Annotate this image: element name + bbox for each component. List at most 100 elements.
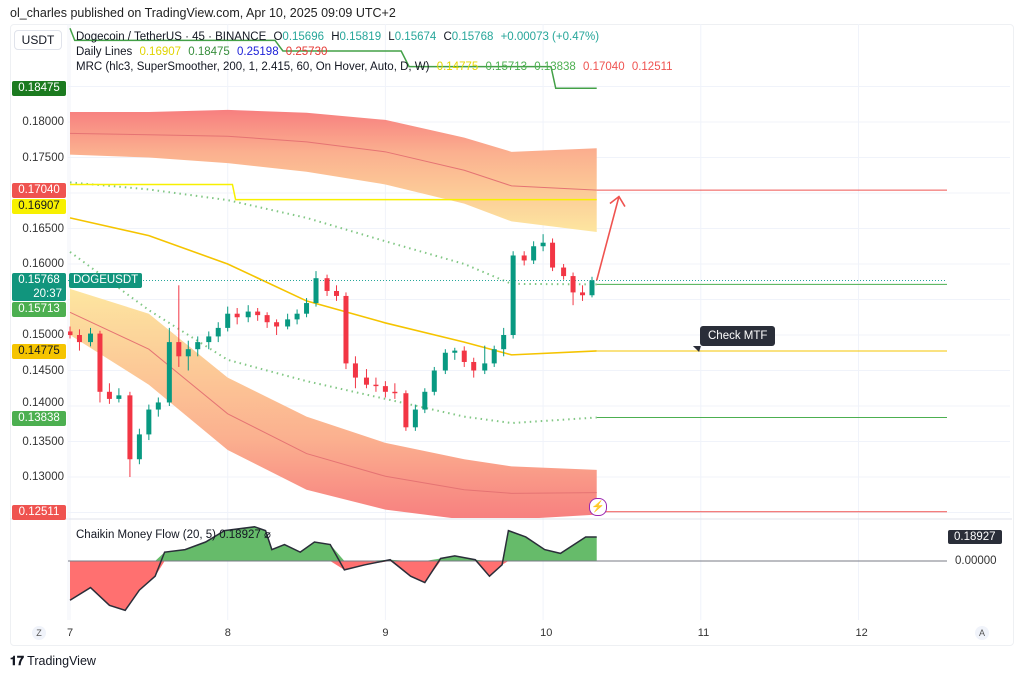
change-value: +0.00073 (+0.47%) xyxy=(500,31,600,43)
mrc-name: MRC (hlc3, SuperSmoother, 200, 1, 2.415,… xyxy=(76,61,430,73)
candle-up xyxy=(146,409,152,435)
daily-lines-value: 0.25730 xyxy=(285,46,328,58)
time-tick: 11 xyxy=(697,627,710,639)
candle-down xyxy=(363,377,369,385)
daily-line-green xyxy=(69,28,597,90)
mrc-legend[interactable]: MRC (hlc3, SuperSmoother, 200, 1, 2.415,… xyxy=(76,61,677,73)
zoom-reset-button[interactable]: Z xyxy=(32,626,46,640)
arrow-head-icon xyxy=(609,195,626,207)
badge-value: 0.14775 xyxy=(18,344,60,357)
candle-down xyxy=(76,335,82,343)
candle-up xyxy=(304,303,310,314)
check-mtf-callout[interactable]: Check MTF xyxy=(700,326,776,346)
cmf-positive-area xyxy=(70,526,597,561)
candle-down xyxy=(264,315,270,323)
low-label: L xyxy=(388,31,395,43)
tv-logo-icon: 𝟏𝟕 xyxy=(10,654,24,668)
cmf-title: Chaikin Money Flow (20, 5) xyxy=(76,529,216,541)
candle-down xyxy=(580,292,586,296)
candle-up xyxy=(510,255,516,335)
time-tick: 10 xyxy=(540,627,553,639)
high-label: H xyxy=(331,31,340,43)
price-tick: 0.13500 xyxy=(22,435,64,448)
cmf-title-value: 0.18927 xyxy=(219,529,261,541)
cmf-current-badge: 0.18927 xyxy=(948,530,1002,544)
price-tick: 0.17500 xyxy=(22,151,64,164)
symbol-legend: Dogecoin / TetherUS · 45 · BINANCE O0.15… xyxy=(76,31,603,43)
candle-down xyxy=(334,290,340,296)
price-badge: 0.13838 xyxy=(12,410,66,426)
candle-down xyxy=(570,276,576,293)
auto-scale-button[interactable]: A xyxy=(975,626,989,640)
candle-down xyxy=(234,313,240,318)
candle-up xyxy=(422,391,428,410)
currency-button[interactable]: USDT xyxy=(14,30,62,50)
price-tick: 0.13000 xyxy=(22,471,64,483)
low-value: 0.15674 xyxy=(394,31,437,43)
candle-down xyxy=(68,331,73,335)
candle-up xyxy=(195,342,201,350)
price-tick: 0.14500 xyxy=(22,364,64,377)
candle-down xyxy=(521,255,527,261)
cmf-legend[interactable]: Chaikin Money Flow (20, 5) 0.18927 ⌀ xyxy=(76,527,271,541)
bar-countdown: 20:37 xyxy=(33,288,62,301)
badge-value: 0.15768 xyxy=(18,274,60,287)
candle-up xyxy=(452,350,458,353)
candle-down xyxy=(176,342,182,357)
daily-lines-name: Daily Lines xyxy=(76,46,133,58)
high-value: 0.15819 xyxy=(339,31,382,43)
lightning-icon[interactable]: ⚡ xyxy=(589,498,607,516)
daily-lines-legend[interactable]: Daily Lines 0.16907 0.18475 0.25198 0.25… xyxy=(76,46,331,58)
price-badge: 0.18475 xyxy=(12,81,66,97)
daily-lines-value: 0.18475 xyxy=(188,46,230,58)
branding-text: TradingView xyxy=(27,654,96,668)
badge-value: 0.17040 xyxy=(18,184,60,197)
badge-value: 0.13838 xyxy=(18,411,60,424)
symbol-tag: DOGEUSDT xyxy=(69,273,143,289)
open-value: 0.15696 xyxy=(282,31,324,43)
candle-up xyxy=(540,242,546,247)
candle-up xyxy=(88,333,94,343)
candle-up xyxy=(136,434,142,460)
hidden-eye-icon[interactable]: ⌀ xyxy=(263,529,271,541)
price-tick: 0.15000 xyxy=(22,329,64,341)
candle-up xyxy=(155,402,161,410)
candle-down xyxy=(255,311,261,316)
mrc-value: 0.14775 xyxy=(436,61,479,73)
candle-up xyxy=(501,335,507,350)
daily-lines-value: 0.25198 xyxy=(237,46,279,58)
daily-lines-value: 0.16907 xyxy=(139,46,182,58)
mrc-value: 0.12511 xyxy=(631,61,673,73)
badge-value: 0.15713 xyxy=(18,303,60,316)
cmf-zero-label: 0.00000 xyxy=(955,555,997,567)
price-badge: 0.12511 xyxy=(12,504,66,520)
candle-down xyxy=(403,393,409,428)
symbol-name[interactable]: Dogecoin / TetherUS · 45 · BINANCE xyxy=(76,31,267,43)
mrc-value: 0.17040 xyxy=(583,61,625,73)
candle-down xyxy=(274,322,280,327)
price-tick: 0.18000 xyxy=(22,116,64,128)
badge-value: 0.12511 xyxy=(18,505,60,518)
badge-value: 0.16907 xyxy=(18,200,60,213)
candle-up xyxy=(215,327,221,337)
mrc-lower-dotted-line xyxy=(69,251,597,425)
candle-up xyxy=(116,395,122,399)
close-value: 0.15768 xyxy=(451,31,494,43)
candle-up xyxy=(491,349,497,364)
chart-frame xyxy=(10,24,1014,646)
candle-down xyxy=(392,391,398,394)
price-tick: 0.14000 xyxy=(22,396,64,409)
tradingview-logo: 𝟏𝟕 TradingView xyxy=(10,654,96,669)
candle-up xyxy=(482,363,488,371)
time-tick: 9 xyxy=(382,627,389,639)
candle-up xyxy=(285,319,291,327)
price-badge: 0.15713 xyxy=(12,302,66,318)
candle-up xyxy=(206,336,212,343)
candle-down xyxy=(352,363,358,378)
candle-up xyxy=(245,311,251,318)
candle-down xyxy=(127,395,133,460)
mrc-value: 0.15713 xyxy=(485,61,528,73)
mrc-upper-mid-line xyxy=(69,132,597,191)
mrc-value: 0.13838 xyxy=(534,61,576,73)
